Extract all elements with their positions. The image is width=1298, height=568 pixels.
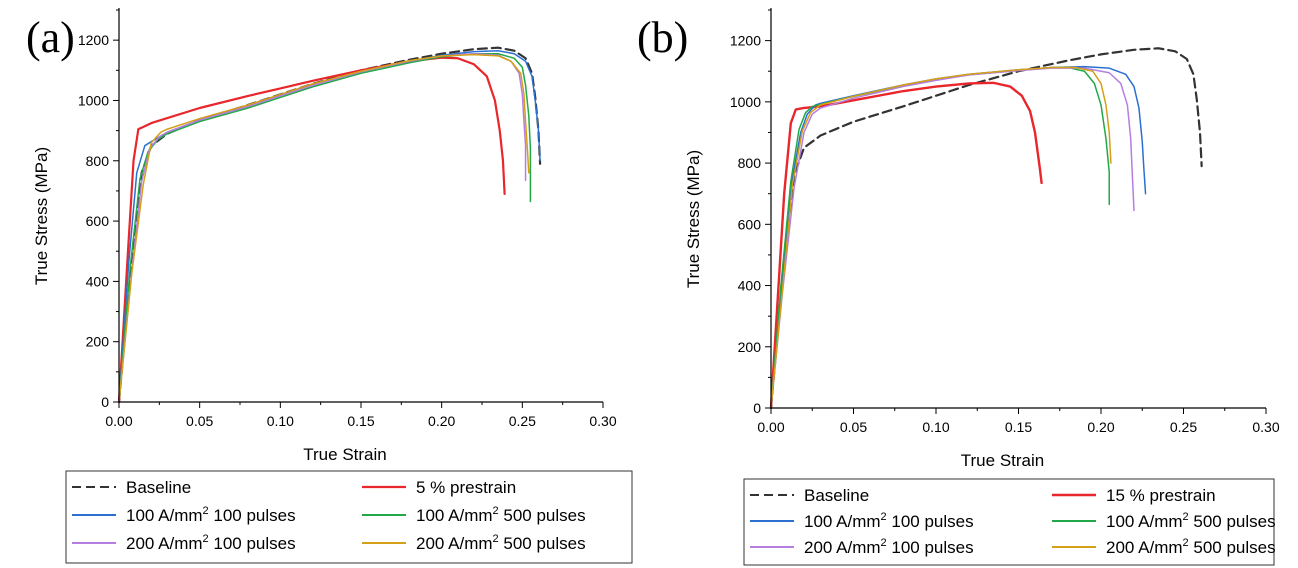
y-tick-label-b-2: 400 — [738, 278, 762, 294]
panel-label-a: (a) — [26, 13, 75, 62]
legend-label-b-3: 100 A/mm2 500 pulses — [1106, 511, 1276, 531]
series-line-a-2 — [118, 49, 541, 403]
x-tick-label-b-3: 0.15 — [1005, 419, 1032, 435]
series-line-b-3 — [770, 66, 1110, 409]
legend-label-a-5: 200 A/mm2 500 pulses — [416, 533, 586, 553]
y-tick-label-b-5: 1000 — [730, 94, 761, 110]
series-line-b-1 — [769, 81, 1043, 410]
x-tick-label-b-2: 0.10 — [922, 419, 949, 435]
legend-box-a — [65, 470, 633, 564]
chart-panel-a: (a) 0.00 0.05 0.10 0.15 0.20 0.25 0.30 0 200 400 60… — [26, 8, 633, 564]
y-tick-label-b-1: 200 — [738, 339, 762, 355]
chart-panel-b: (b) 0.00 0.05 0.10 0.15 0.20 0.25 0.30 0 200 400 60… — [637, 0, 1298, 568]
series-line-a-0 — [117, 46, 542, 404]
x-tick-label-a-4: 0.20 — [428, 413, 455, 429]
x-tick-label-a-2: 0.10 — [267, 413, 294, 429]
legend-label-b-5: 200 A/mm2 500 pulses — [1106, 537, 1276, 557]
series-line-a-4 — [118, 52, 527, 403]
chart-a-svg: (a) 0.00 0.05 0.10 0.15 0.20 0.25 0.30 0 200 400 60… — [26, 8, 633, 564]
chart-b-svg: (b) 0.00 0.05 0.10 0.15 0.20 0.25 0.30 0 200 400 60… — [637, 8, 1280, 566]
legend-label-a-2: 100 A/mm2 100 pulses — [126, 505, 296, 525]
legend-a: Baseline 5 % prestrain 100 A/mm2 100 pulse… — [65, 470, 633, 564]
legend-label-a-1: 5 % prestrain — [416, 478, 516, 497]
y-axis-title-a: True Stress (MPa) — [32, 147, 51, 285]
x-tick-label-a-6: 0.30 — [589, 413, 616, 429]
x-tick-label-b-1: 0.05 — [840, 419, 867, 435]
legend-label-a-0: Baseline — [126, 478, 191, 497]
y-tick-label-a-4: 800 — [86, 153, 110, 169]
panel-label-b: (b) — [637, 13, 688, 62]
x-tick-label-a-0: 0.00 — [105, 413, 132, 429]
x-tick-label-b-6: 0.30 — [1252, 419, 1279, 435]
legend-box-b — [743, 478, 1275, 566]
series-line-b-2 — [770, 65, 1147, 409]
y-tick-label-b-0: 0 — [753, 400, 761, 416]
x-tick-label-b-4: 0.20 — [1087, 419, 1114, 435]
series-line-b-5 — [770, 66, 1112, 409]
series-group-b — [769, 47, 1203, 410]
legend-label-b-2: 100 A/mm2 100 pulses — [804, 511, 974, 531]
y-axis-title-b: True Stress (MPa) — [684, 150, 703, 288]
legend-label-b-0: Baseline — [804, 486, 869, 505]
y-tick-label-b-4: 800 — [738, 155, 762, 171]
y-tick-label-a-0: 0 — [101, 394, 109, 410]
x-tick-label-a-1: 0.05 — [186, 413, 213, 429]
series-line-a-5 — [118, 53, 530, 403]
x-tick-label-a-3: 0.15 — [347, 413, 374, 429]
y-tick-label-a-3: 600 — [86, 213, 110, 229]
x-axis-title-a: True Strain — [303, 445, 386, 464]
x-axis-title-b: True Strain — [961, 451, 1044, 470]
legend-label-a-4: 200 A/mm2 100 pulses — [126, 533, 296, 553]
series-line-a-3 — [118, 52, 532, 403]
y-tick-label-b-6: 1200 — [730, 33, 761, 49]
series-line-a-1 — [117, 56, 506, 404]
y-tick-label-a-5: 1000 — [78, 92, 109, 108]
x-tick-label-a-5: 0.25 — [509, 413, 536, 429]
y-tick-label-a-1: 200 — [86, 334, 110, 350]
y-tick-label-a-6: 1200 — [78, 32, 109, 48]
series-line-b-0 — [769, 47, 1203, 410]
y-tick-label-b-3: 600 — [738, 216, 762, 232]
legend-b: Baseline 15 % prestrain 100 A/mm2 100 puls… — [743, 478, 1276, 566]
legend-label-a-3: 100 A/mm2 500 pulses — [416, 505, 586, 525]
series-line-b-4 — [770, 67, 1135, 409]
legend-label-b-4: 200 A/mm2 100 pulses — [804, 537, 974, 557]
x-tick-label-b-0: 0.00 — [757, 419, 784, 435]
series-group-a — [117, 46, 542, 404]
legend-label-b-1: 15 % prestrain — [1106, 486, 1216, 505]
y-tick-label-a-2: 400 — [86, 273, 110, 289]
x-tick-label-b-5: 0.25 — [1170, 419, 1197, 435]
